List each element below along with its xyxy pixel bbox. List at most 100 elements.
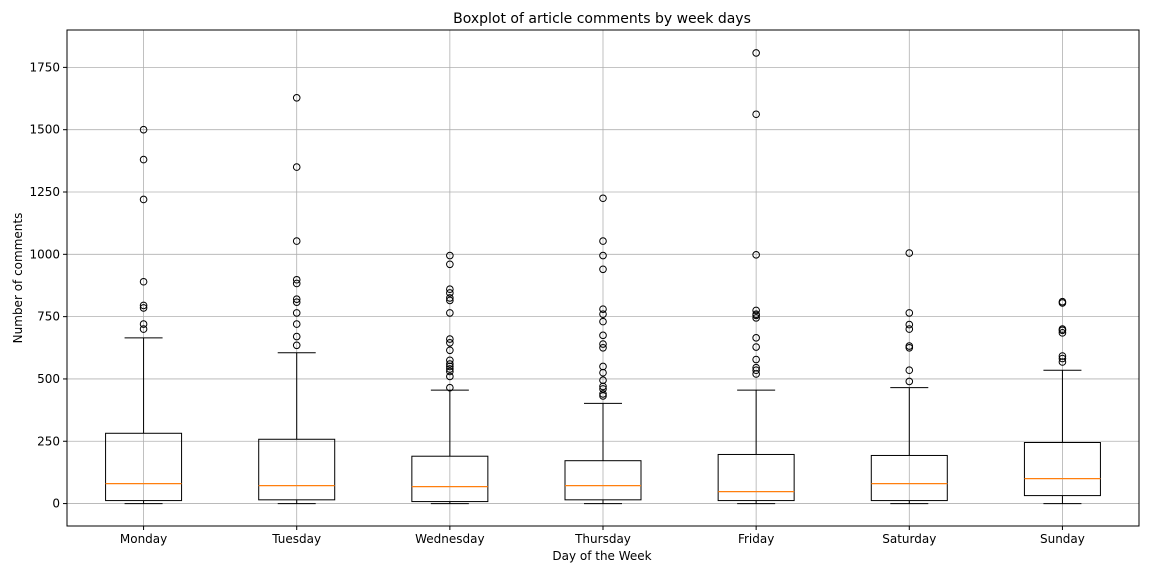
outlier-point [446, 383, 454, 392]
outlier-point [446, 356, 454, 365]
iqr-box [105, 432, 183, 502]
outlier-point [752, 310, 760, 318]
outlier-point [292, 275, 301, 284]
outlier-point [139, 277, 148, 286]
outlier-point [599, 317, 607, 326]
x-axis-label: Day of the Week [552, 549, 651, 563]
outlier-point [446, 339, 454, 347]
outlier-point [446, 346, 454, 355]
box-monday [105, 125, 183, 505]
outlier-point [1058, 325, 1067, 333]
outlier-point [292, 93, 301, 102]
y-tick-label: 1500 [29, 123, 60, 137]
y-tick-label: 1250 [29, 185, 60, 199]
x-tick-label: Tuesday [271, 532, 321, 546]
iqr-box [564, 460, 642, 501]
outlier-point [599, 310, 607, 318]
outlier-point [292, 341, 301, 350]
outlier-point [752, 355, 760, 364]
outlier-point [599, 251, 607, 260]
y-tick-label: 1750 [29, 60, 60, 74]
outlier-point [752, 343, 760, 351]
outlier-point [752, 363, 760, 372]
outlier-point [752, 110, 760, 119]
outlier-point [292, 279, 301, 288]
outlier-point [446, 289, 454, 297]
outlier-point [292, 237, 301, 245]
outlier-point [139, 125, 148, 134]
x-tick-label: Sunday [1040, 532, 1085, 546]
outlier-point [446, 251, 454, 260]
plot-area-frame [66, 29, 1140, 527]
outlier-point [139, 325, 148, 333]
outlier-point [905, 366, 914, 375]
outlier-point [905, 377, 914, 386]
outlier-point [139, 155, 148, 164]
outlier-point [1058, 329, 1067, 337]
y-tick-label: 0 [52, 497, 60, 511]
x-tick-label: Wednesday [415, 532, 484, 546]
outlier-point [752, 314, 760, 322]
outlier-point [599, 385, 607, 393]
outlier-point [446, 260, 454, 269]
outlier-point [599, 390, 607, 398]
outlier-point [752, 251, 760, 259]
box-tuesday [258, 93, 336, 505]
outlier-point [446, 372, 454, 381]
outlier-point [1058, 297, 1067, 306]
outlier-point [905, 249, 914, 257]
outlier-point [292, 163, 301, 171]
outlier-point [292, 332, 301, 341]
outlier-point [446, 365, 454, 373]
x-tick-label: Monday [120, 532, 167, 546]
outlier-point [905, 325, 914, 333]
outlier-point [139, 320, 148, 328]
x-tick-label: Thursday [574, 532, 631, 546]
outlier-point [446, 360, 454, 368]
outlier-point [446, 367, 454, 376]
iqr-box [870, 454, 948, 502]
iqr-box [258, 438, 336, 501]
y-axis-label: Number of comments [11, 213, 25, 344]
outlier-point [1058, 354, 1067, 363]
outlier-point [446, 294, 454, 302]
outlier-point [139, 304, 148, 312]
outlier-point [446, 296, 454, 305]
outlier-point [446, 309, 454, 317]
outlier-point [599, 305, 607, 313]
outlier-point [905, 342, 914, 350]
outlier-point [905, 320, 914, 329]
x-tick-label: Friday [738, 532, 774, 546]
outlier-point [292, 320, 301, 328]
iqr-box [411, 455, 489, 503]
box-wednesday [411, 251, 489, 505]
outlier-point [139, 301, 148, 310]
outlier-point [599, 237, 607, 245]
outlier-point [1058, 352, 1067, 360]
axis-ticks: 0 250 500 750 1000 1250 1500 1750 Monday Tuesday W… [29, 60, 1084, 546]
box-thursday [564, 194, 642, 505]
outlier-point [905, 309, 914, 317]
outlier-point [292, 298, 301, 306]
outlier-point [599, 194, 607, 203]
box-friday [717, 49, 795, 505]
outlier-point [599, 362, 607, 371]
chart-title: Boxplot of article comments by week days [453, 11, 751, 27]
outlier-point [752, 306, 760, 315]
boxes-group [105, 49, 1101, 505]
x-tick-label: Saturday [882, 532, 936, 546]
outlier-point [139, 195, 148, 204]
outlier-point [1058, 358, 1067, 366]
box-saturday [870, 249, 948, 505]
outlier-point [752, 366, 760, 375]
outlier-point [292, 295, 301, 303]
y-tick-label: 750 [37, 310, 60, 324]
y-tick-label: 500 [37, 372, 60, 386]
y-tick-label: 1000 [29, 247, 60, 261]
outlier-point [599, 376, 607, 384]
iqr-box [1023, 442, 1101, 497]
outlier-point [292, 309, 301, 317]
outlier-point [446, 285, 454, 294]
